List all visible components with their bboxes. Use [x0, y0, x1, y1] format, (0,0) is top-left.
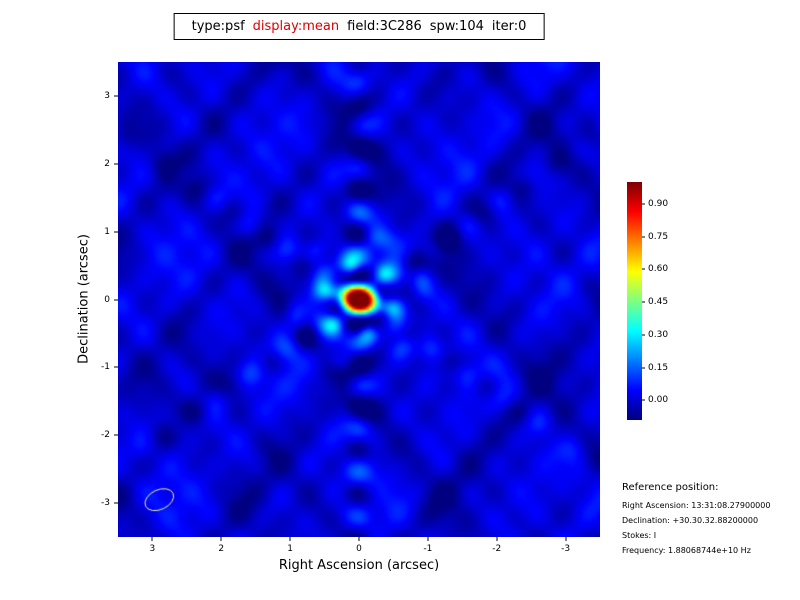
colorbar-gradient-canvas — [627, 182, 642, 420]
y-tick-label: 0 — [104, 294, 110, 305]
y-tick-mark — [114, 434, 118, 436]
y-tick-mark — [114, 366, 118, 368]
x-axis-label: Right Ascension (arcsec) — [278, 558, 440, 573]
title-field: field:3C286 — [347, 19, 422, 34]
y-tick-mark — [114, 299, 118, 300]
colorbar-tick-label: 0.60 — [648, 264, 669, 275]
colorbar-tick-label: 0.75 — [648, 231, 669, 242]
colorbar-tick-label: 0.45 — [648, 297, 669, 308]
y-tick-label: 3 — [104, 90, 110, 101]
reference-heading: Reference position: — [622, 482, 719, 493]
plot-title-box: type:psf display:mean field:3C286 spw:104 it… — [173, 13, 545, 40]
y-tick-label: 2 — [104, 158, 110, 169]
y-tick-mark — [114, 163, 118, 165]
title-type: type:psf — [191, 19, 245, 34]
y-tick-label: -1 — [101, 362, 110, 373]
x-tick-mark — [358, 537, 360, 541]
y-tick-label: -2 — [101, 430, 110, 441]
x-tick-label: 3 — [149, 544, 156, 554]
x-tick-mark — [496, 537, 498, 541]
reference-ra: Right Ascension: 13:31:08.27900000 — [622, 501, 771, 510]
y-tick-label: 1 — [104, 226, 110, 237]
colorbar-tick-mark — [642, 268, 645, 270]
y-axis-label: Declination (arcsec) — [76, 234, 92, 364]
reference-dec: Declination: +30.30.32.88200000 — [622, 516, 759, 525]
reference-stokes: Stokes: I — [622, 531, 657, 540]
x-tick-mark — [220, 537, 222, 541]
title-display: display:mean — [252, 19, 340, 34]
colorbar-tick-label: 0.30 — [648, 329, 669, 340]
colorbar-tick-mark — [642, 399, 645, 401]
colorbar-tick-label: 0.15 — [648, 362, 669, 373]
psf-heatmap-canvas — [118, 62, 600, 537]
x-tick-mark — [565, 537, 567, 541]
x-tick-label: 1 — [287, 544, 294, 554]
y-tick-mark — [114, 95, 118, 97]
x-tick-label: -1 — [423, 544, 433, 554]
colorbar: 0.90 0.75 0.60 0.45 0.30 0.15 0.00 — [627, 182, 687, 420]
x-tick-mark — [289, 537, 291, 541]
y-axis-ticks: -3 -2 -1 0 1 2 3 — [93, 62, 118, 537]
colorbar-tick-label: 0.90 — [648, 198, 669, 209]
y-tick-mark — [114, 231, 118, 233]
colorbar-tick-mark — [642, 301, 645, 303]
title-iter: iter:0 — [491, 19, 527, 34]
x-tick-mark — [151, 537, 153, 541]
reference-frequency: Frequency: 1.88068744e+10 Hz — [622, 546, 751, 555]
y-tick-label: -3 — [101, 498, 110, 509]
x-tick-label: 2 — [218, 544, 225, 554]
x-tick-label: -3 — [561, 544, 571, 554]
colorbar-tick-mark — [642, 367, 645, 369]
colorbar-tick-mark — [642, 203, 645, 205]
x-tick-mark — [427, 537, 429, 541]
reference-position-block: Reference position: Right Ascension: 13:… — [622, 482, 770, 561]
x-axis-ticks: 3 2 1 0 -1 -2 -3 — [118, 537, 600, 559]
colorbar-tick-mark — [642, 334, 645, 336]
colorbar-tick-mark — [642, 236, 645, 238]
y-tick-mark — [114, 502, 118, 504]
x-tick-label: 0 — [356, 544, 362, 554]
title-spw: spw:104 — [429, 19, 484, 34]
colorbar-tick-label: 0.00 — [648, 395, 669, 406]
psf-image-plot — [118, 62, 600, 537]
x-tick-label: -2 — [492, 544, 502, 554]
